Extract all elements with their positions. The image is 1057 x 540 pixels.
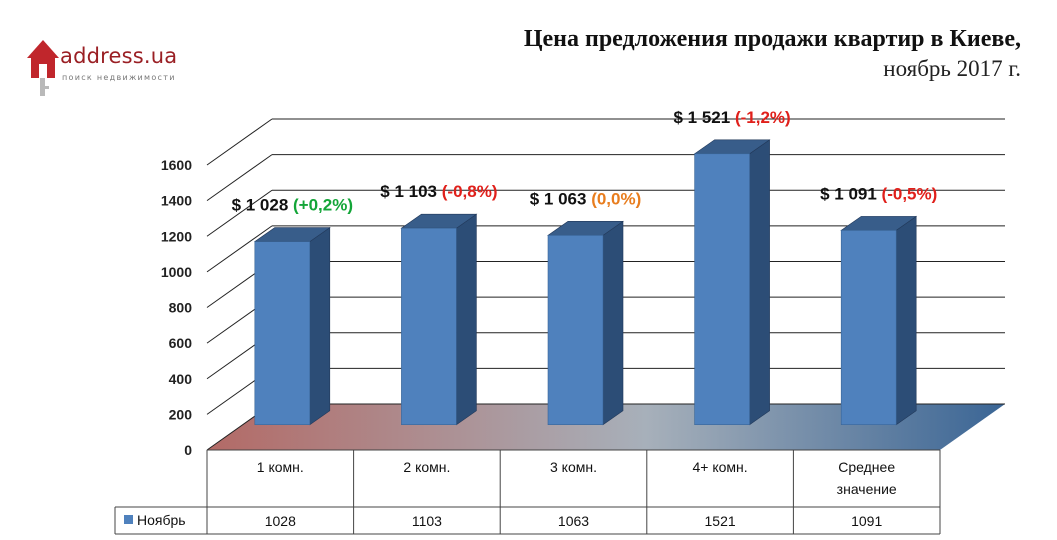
bar <box>254 241 311 425</box>
data-label-change: (-1,2%) <box>735 108 791 127</box>
data-label: $ 1 028 (+0,2%) <box>232 196 353 215</box>
legend-swatch <box>124 515 133 524</box>
table-cell-value: 1103 <box>412 513 442 529</box>
table-cell-value: 1521 <box>705 513 736 529</box>
data-label-price: $ 1 091 <box>820 184 881 203</box>
logo-text: address.ua <box>60 44 178 68</box>
bar-side <box>895 215 917 426</box>
x-category-label: 2 комн. <box>403 459 450 475</box>
chart-subtitle: ноябрь 2017 г. <box>883 56 1021 81</box>
data-label-price: $ 1 028 <box>232 196 293 215</box>
y-tick-label: 1400 <box>161 193 192 209</box>
grid-line-diagonal <box>206 189 273 237</box>
data-label-price: $ 1 103 <box>380 182 441 201</box>
bar-side <box>309 227 331 426</box>
data-label: $ 1 091 (-0,5%) <box>820 184 937 203</box>
y-tick-label: 1600 <box>161 157 192 173</box>
x-category-label: значение <box>837 481 897 497</box>
data-label-change: (-0,8%) <box>442 182 498 201</box>
data-label-change: (+0,2%) <box>293 196 353 215</box>
data-label-change: (-0,5%) <box>882 184 938 203</box>
x-category-label: 1 комн. <box>257 459 304 475</box>
bar-side <box>456 213 477 426</box>
logo[interactable]: address.ua поиск недвижимости <box>24 34 194 100</box>
bar-side <box>749 139 770 426</box>
data-label-price: $ 1 521 <box>674 108 735 127</box>
y-tick-label: 200 <box>169 406 193 422</box>
x-category-label: 4+ комн. <box>693 459 748 475</box>
table-cell-value: 1028 <box>265 513 296 529</box>
chart-title: Цена предложения продажи квартир в Киеве… <box>523 26 1021 52</box>
bar-side <box>602 220 624 426</box>
grid-line-diagonal <box>206 118 273 166</box>
data-label-price: $ 1 063 <box>530 189 591 208</box>
chart-title-block: Цена предложения продажи квартир в Киеве… <box>524 24 1021 84</box>
y-tick-label: 600 <box>169 335 193 351</box>
data-label: $ 1 521 (-1,2%) <box>674 108 791 127</box>
table-cell-value: 1091 <box>851 513 882 529</box>
data-label: $ 1 063 (0,0%) <box>530 189 642 208</box>
x-category-label: Среднее <box>838 459 895 475</box>
y-tick-label: 800 <box>169 300 193 316</box>
house-key-icon <box>27 40 59 96</box>
data-label: $ 1 103 (-0,8%) <box>380 182 497 201</box>
bar <box>547 235 604 425</box>
table-cell-value: 1063 <box>558 513 589 529</box>
y-tick-label: 0 <box>184 442 192 458</box>
bar <box>694 153 750 426</box>
bar <box>840 230 897 426</box>
bar <box>401 227 457 425</box>
y-tick-label: 400 <box>169 371 193 387</box>
data-label-change: (0,0%) <box>591 189 641 208</box>
y-tick-label: 1200 <box>161 228 192 244</box>
grid-line-diagonal <box>206 225 273 273</box>
y-tick-label: 1000 <box>161 264 192 280</box>
grid-line-diagonal <box>206 154 273 202</box>
x-category-label: 3 комн. <box>550 459 597 475</box>
logo-tagline: поиск недвижимости <box>62 73 176 82</box>
legend-series-name: Ноябрь <box>137 512 186 528</box>
